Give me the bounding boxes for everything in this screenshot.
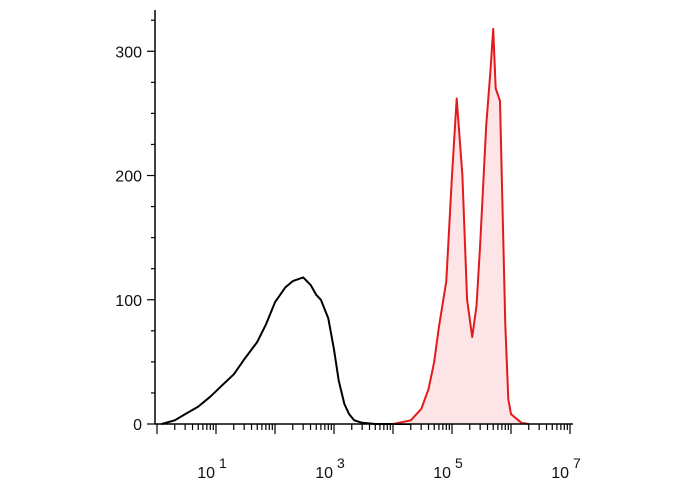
x-ticks: 101 103 105 107	[156, 424, 581, 482]
x-tick-label: 107	[551, 455, 581, 482]
series-0-line	[161, 276, 411, 425]
series-1-line	[392, 27, 529, 425]
x-tick-label: 103	[315, 455, 345, 482]
y-tick-label: 100	[115, 293, 142, 310]
y-ticks: 0 100 200 300	[115, 19, 155, 434]
series-1-fill	[393, 28, 529, 425]
y-tick-label: 200	[115, 169, 142, 186]
series-layer	[161, 27, 529, 425]
x-tick-label: 101	[197, 455, 227, 482]
y-tick-label: 0	[133, 417, 142, 434]
axes	[154, 10, 573, 425]
x-tick-label: 105	[433, 455, 463, 482]
y-tick-label: 300	[115, 44, 142, 61]
